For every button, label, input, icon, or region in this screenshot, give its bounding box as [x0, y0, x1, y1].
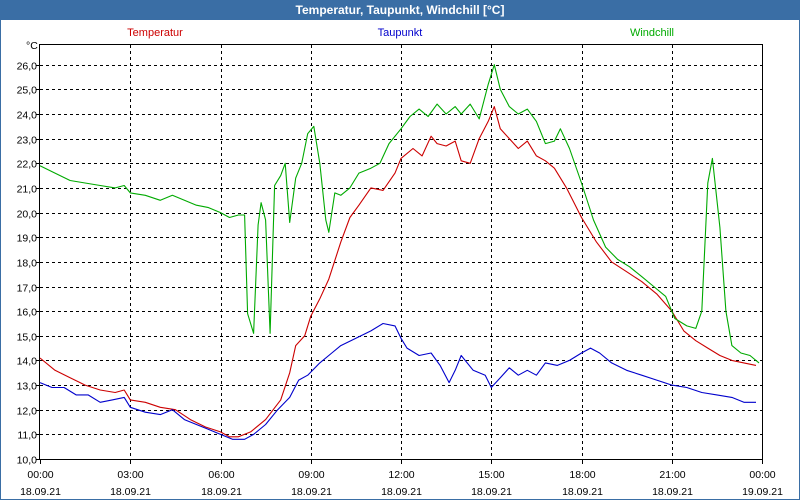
y-tick-label: 10,0: [17, 455, 38, 467]
x-tick-date: 18.09.21: [201, 486, 242, 498]
y-tick-label: 23,0: [17, 135, 38, 147]
x-tick-date: 18.09.21: [471, 486, 512, 498]
y-tick-label: 17,0: [17, 283, 38, 295]
y-tick-label: 14,0: [17, 356, 38, 368]
y-tick-label: 11,0: [17, 430, 37, 442]
y-tick-label: 25,0: [17, 85, 38, 97]
x-tick-time: 06:00: [208, 469, 234, 481]
legend-windchill: Windchill: [630, 27, 674, 39]
window-title: Temperatur, Taupunkt, Windchill [°C]: [1, 1, 799, 20]
series-line-windchill: [39, 64, 760, 364]
x-tick-date: 18.09.21: [652, 486, 693, 498]
x-tick-time: 21:00: [659, 469, 685, 481]
x-tick-time: 03:00: [117, 469, 143, 481]
x-tick-date: 18.09.21: [291, 486, 332, 498]
x-tick-date: 18.09.21: [20, 486, 61, 498]
x-tick-date: 18.09.21: [562, 486, 603, 498]
y-tick-label: 21,0: [17, 184, 38, 196]
x-tick-time: 12:00: [388, 469, 414, 481]
y-tick-label: 24,0: [17, 110, 38, 122]
x-axis-ticks: 00:00 18.09.21 03:00 18.09.21 06:00 18.09.21 0…: [20, 459, 783, 498]
y-tick-label: 13,0: [17, 381, 38, 393]
x-tick-time: 00:00: [27, 469, 53, 481]
legend-taupunkt: Taupunkt: [378, 27, 423, 39]
y-tick-label: 20,0: [17, 209, 38, 221]
grid-lines: [40, 45, 762, 459]
series-lines: [39, 64, 760, 440]
y-tick-label: 16,0: [17, 307, 38, 319]
legend-temperatur: Temperatur: [127, 27, 183, 39]
y-axis-unit: °C: [26, 40, 38, 52]
y-tick-label: 12,0: [17, 406, 38, 418]
x-tick-time: 00:00: [749, 469, 775, 481]
y-tick-label: 26,0: [17, 61, 38, 73]
y-tick-label: 22,0: [17, 159, 38, 171]
x-tick-date: 18.09.21: [110, 486, 151, 498]
y-tick-label: 18,0: [17, 258, 38, 270]
y-axis-ticks: 10,0 11,0 12,0 13,0 14,0 15,0 16,0 17,0 18,0 19,0…: [17, 61, 40, 467]
series-line-temperatur: [39, 106, 757, 438]
x-tick-time: 09:00: [298, 469, 324, 481]
x-tick-date: 18.09.21: [381, 486, 422, 498]
series-line-taupunkt: [39, 322, 756, 440]
y-tick-label: 19,0: [17, 233, 38, 245]
x-tick-time: 15:00: [478, 469, 504, 481]
x-tick-date: 19.09.21: [742, 486, 783, 498]
y-tick-label: 15,0: [17, 332, 38, 344]
x-tick-time: 18:00: [569, 469, 595, 481]
